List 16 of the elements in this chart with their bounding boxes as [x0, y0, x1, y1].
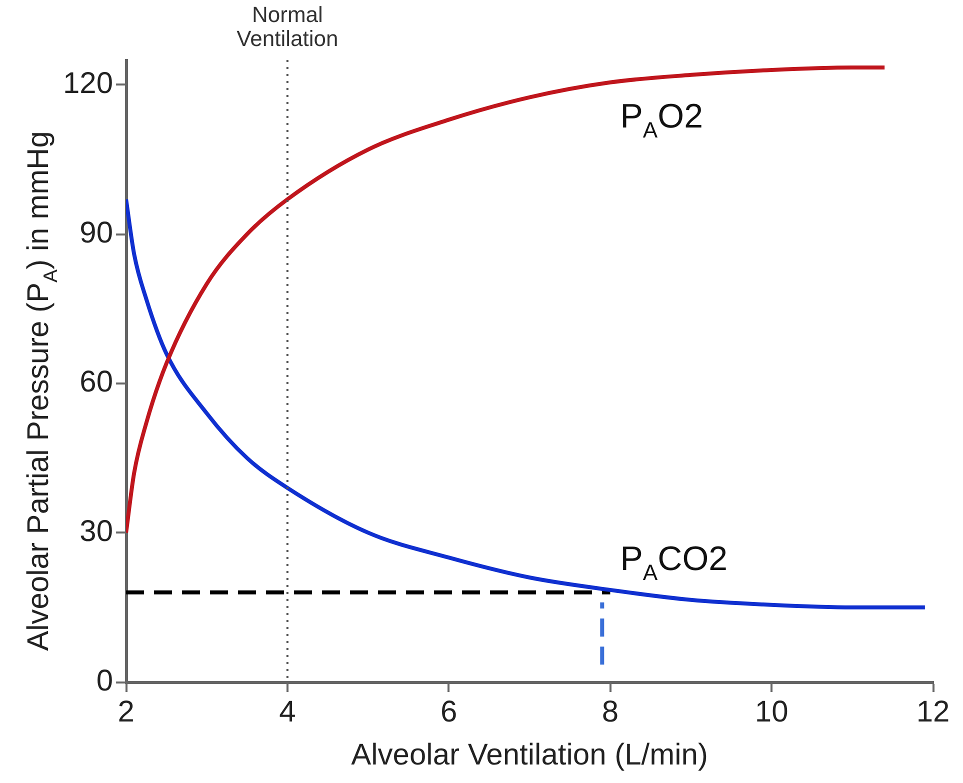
y-tick-label: 120	[62, 67, 114, 100]
x-tick-label: 8	[602, 695, 619, 728]
x-tick-label: 4	[279, 695, 296, 728]
y-axis-title: Alveolar Partial Pressure (PA) in mmHg	[22, 131, 62, 651]
y-tick-label: 30	[80, 514, 114, 548]
x-tick-label: 2	[118, 695, 134, 728]
line-series	[126, 65, 887, 535]
x-tick-label: 6	[440, 695, 458, 728]
y-tick-label: 60	[80, 366, 114, 399]
line-series	[126, 197, 927, 610]
x-axis-title: Alveolar Ventilation (L/min)	[351, 738, 708, 772]
ref-line-label: Normal Ventilation	[236, 2, 338, 51]
y-tick-label: 90	[80, 216, 114, 250]
y-tick-label: 0	[96, 664, 114, 698]
x-tick-label: 12	[916, 695, 950, 728]
x-tick-label: 10	[754, 695, 788, 728]
